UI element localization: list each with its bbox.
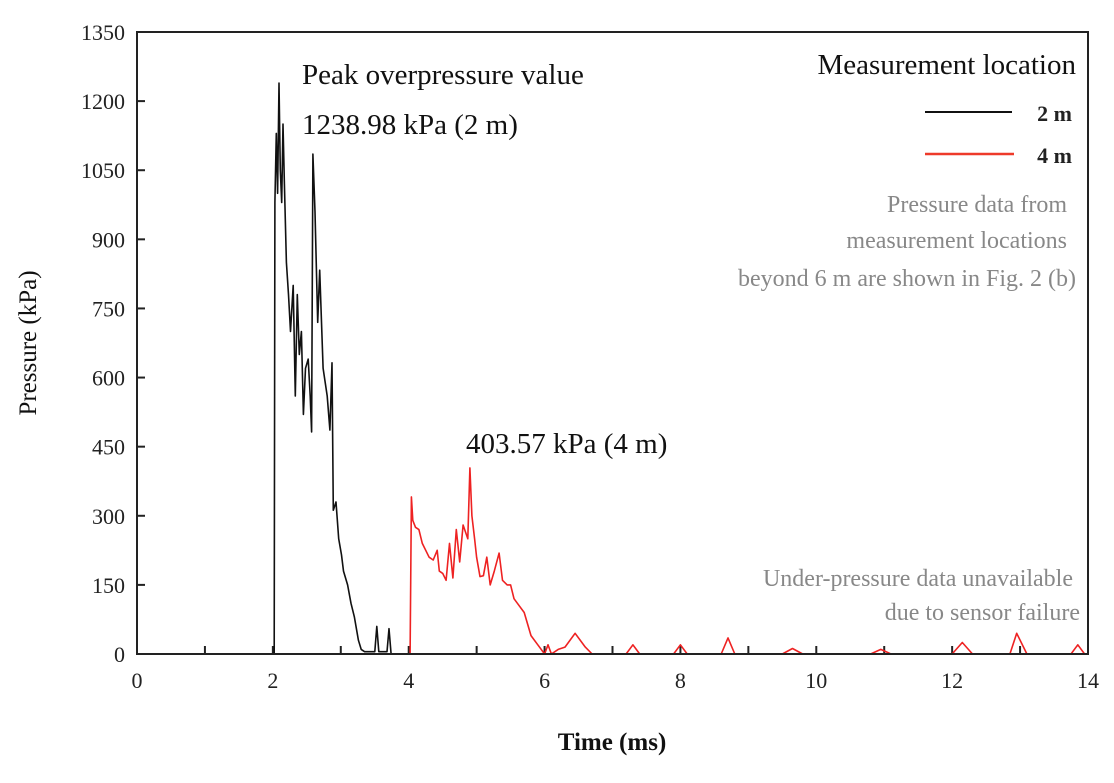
x-tick-label: 6 (539, 668, 550, 693)
peak-2m-annotation: 1238.98 kPa (2 m) (302, 109, 518, 141)
note-fig-line-3: beyond 6 m are shown in Fig. 2 (b) (738, 266, 1076, 292)
y-tick-label: 900 (92, 227, 125, 252)
series-lines (137, 82, 1088, 655)
x-tick-label: 12 (941, 668, 963, 693)
y-tick-label: 450 (92, 435, 125, 460)
axis-ticks: 0 2 4 6 8 10 12 14 0 150 300 450 600 750 900 1050 1200 13… (81, 20, 1099, 693)
note-sensor-line-1: Under-pressure data unavailable (763, 566, 1073, 592)
y-tick-label: 150 (92, 573, 125, 598)
plot-frame (136, 31, 1089, 655)
y-tick-label: 1200 (81, 89, 125, 114)
x-tick-label: 2 (267, 668, 278, 693)
x-tick-label: 4 (403, 668, 414, 693)
note-sensor-line-2: due to sensor failure (885, 600, 1080, 626)
peak-title-annotation: Peak overpressure value (302, 59, 584, 91)
y-tick-label: 1350 (81, 20, 125, 45)
x-axis-label: Time (ms) (558, 729, 667, 756)
y-tick-label: 600 (92, 366, 125, 391)
y-tick-label: 1050 (81, 158, 125, 183)
y-tick-label: 750 (92, 296, 125, 321)
y-tick-label: 0 (114, 642, 125, 667)
note-fig-line-2: measurement locations (846, 228, 1067, 254)
x-tick-label: 0 (132, 668, 143, 693)
series-line-4m (137, 467, 1088, 655)
legend-label-2m: 2 m (1037, 101, 1072, 126)
x-tick-label: 10 (805, 668, 827, 693)
legend-label-4m: 4 m (1037, 143, 1072, 168)
note-fig-line-1: Pressure data from (887, 192, 1067, 218)
peak-4m-annotation: 403.57 kPa (4 m) (466, 428, 667, 460)
x-tick-label: 8 (675, 668, 686, 693)
y-axis-label: Pressure (kPa) (15, 270, 42, 415)
x-tick-label: 14 (1077, 668, 1099, 693)
legend-title: Measurement location (818, 49, 1077, 81)
series-line-2m (137, 82, 409, 655)
y-tick-label: 300 (92, 504, 125, 529)
